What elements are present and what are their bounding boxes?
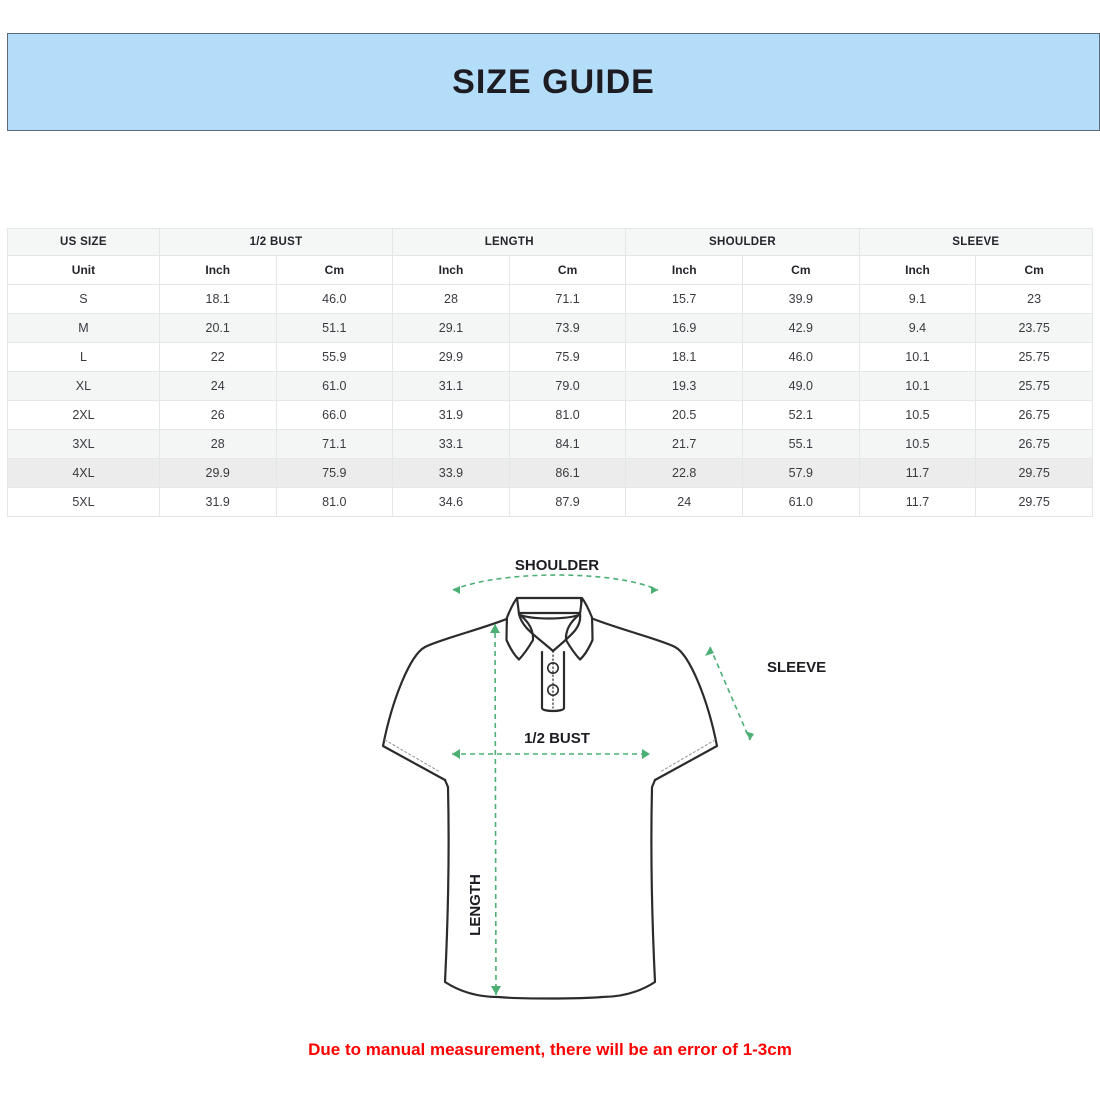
svg-text:SHOULDER: SHOULDER — [515, 557, 599, 574]
svg-text:SLEEVE: SLEEVE — [767, 659, 826, 676]
svg-text:LENGTH: LENGTH — [467, 874, 484, 936]
svg-text:1/2 BUST: 1/2 BUST — [524, 730, 590, 747]
